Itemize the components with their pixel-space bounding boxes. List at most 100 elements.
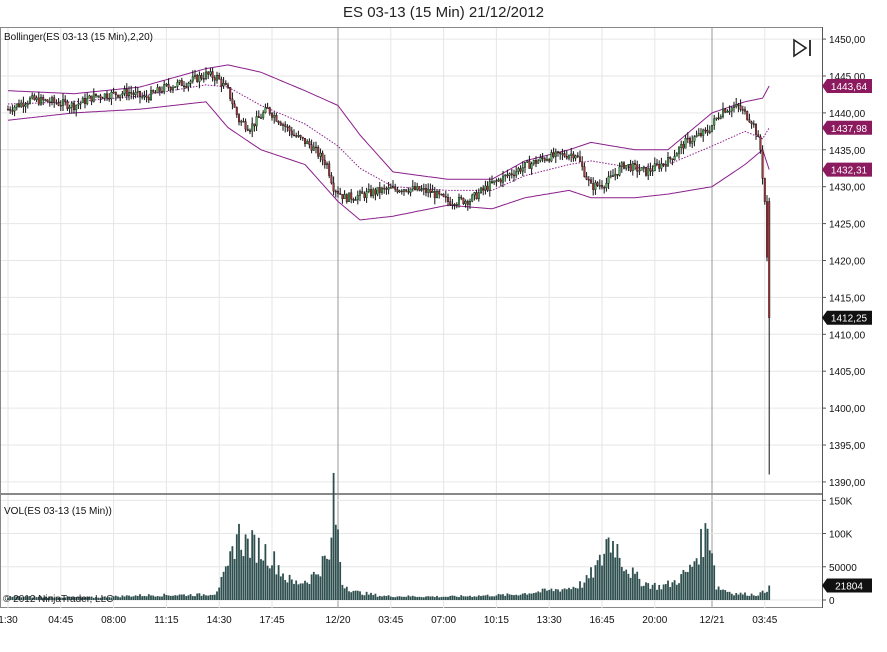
candle-body [77,103,80,106]
volume-bar [746,595,749,600]
candle-body [462,198,465,204]
time-tick-label: 10:15 [484,615,509,626]
candle-body [330,175,333,184]
volume-bar [330,537,333,600]
price-tick-label: 1430,00 [829,183,866,194]
volume-bar [321,556,324,600]
candle-body [306,141,309,145]
candle-body [576,155,579,158]
volume-bar [526,594,529,600]
candle-body [664,164,667,167]
volume-bar [282,573,284,600]
volume-bar [656,589,658,600]
volume-bar [400,596,403,600]
volume-bar [22,596,25,600]
candle-body [642,167,645,169]
candle-body [237,114,240,123]
candle-body [180,80,183,87]
candle-body [26,103,29,106]
candle-body [416,186,419,190]
volume-bar [44,596,47,600]
candle-body [671,158,674,161]
volume-bar [447,596,449,600]
volume-bar [46,597,49,600]
price-tick-label: 1420,00 [829,257,866,268]
volume-bar [609,552,612,600]
candle-body [557,151,560,153]
volume-bar [332,472,335,600]
volume-bar [396,596,399,600]
volume-bar [596,560,599,600]
volume-bar [546,590,548,600]
candle-body [328,163,331,176]
candle-body [310,144,313,151]
volume-bar [134,595,137,600]
volume-bar [561,589,564,600]
volume-bar [189,594,192,600]
volume-bar [317,574,320,600]
volume-bar [229,551,232,600]
candle-body [141,96,144,98]
candle-body [761,149,764,179]
candle-body [260,117,263,119]
volume-bars-layer [7,472,771,600]
volume-bar [568,587,570,600]
volume-bar [414,596,416,600]
candle-body [475,192,478,200]
candle-body [156,87,159,93]
candle-body [385,188,388,190]
volume-bar [121,595,124,600]
candle-body [86,98,89,104]
volume-bar [563,588,566,600]
candle-body [363,193,366,198]
volume-bar [48,596,51,600]
volume-bar [722,589,724,600]
volume-bar [299,583,302,600]
volume-bar [328,559,331,600]
volume-bar [55,596,58,600]
candle-body [460,196,463,199]
volume-bar [612,541,614,600]
volume-bar [117,596,119,600]
time-tick-label: 08:00 [101,615,126,626]
volume-bar [724,590,727,600]
play-to-end-icon[interactable] [791,37,815,59]
candle-body [222,82,225,87]
candle-body [248,130,251,132]
candle-body [130,92,133,94]
candle-body [726,111,729,113]
volume-bar [18,596,20,600]
price-tick-label: 1425,00 [829,220,866,231]
volume-bar [7,597,9,600]
volume-bar [662,584,665,600]
candle-body [18,103,21,107]
candle-body [634,163,637,165]
time-tick-label: 1:30 [0,615,18,626]
volume-bar [728,591,731,600]
volume-bar [752,595,755,600]
candle-body [719,116,722,119]
candle-body [200,75,203,79]
candle-body [739,105,742,110]
candle-body [178,80,181,83]
volume-bar [31,597,34,600]
volume-bar [77,597,80,600]
candle-body [345,194,348,202]
volume-bar [664,584,667,600]
volume-bar [539,592,542,600]
candle-body [427,189,430,193]
volume-bar [504,595,507,600]
candle-body [343,194,346,199]
candle-body [293,134,296,137]
volume-bar [178,594,181,600]
candle-body [326,163,329,166]
candle-body [750,121,753,124]
volume-bar [389,596,392,600]
candle-body [233,103,236,108]
candle-body [136,91,139,93]
candle-body [429,189,432,193]
volume-bar [147,594,150,600]
candle-body [392,186,395,189]
candle-body [431,191,434,193]
